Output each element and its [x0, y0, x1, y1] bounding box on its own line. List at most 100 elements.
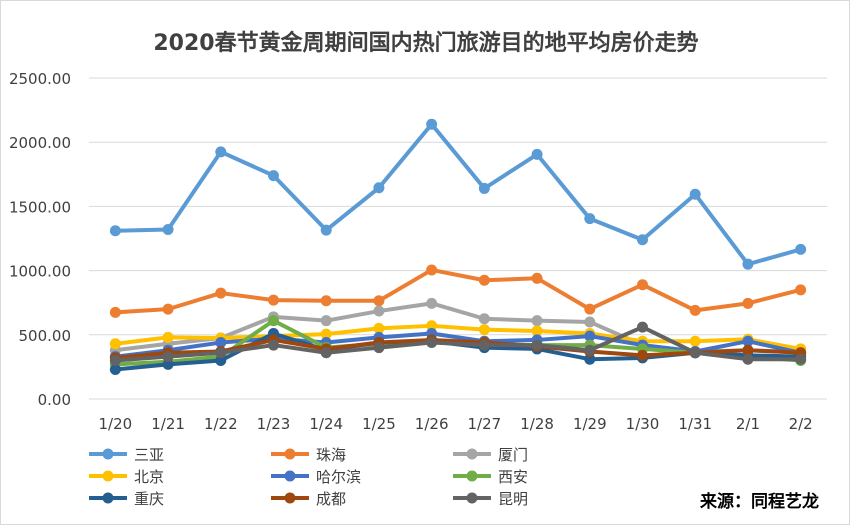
data-point — [426, 118, 438, 130]
data-point — [689, 335, 701, 347]
x-tick-label: 1/22 — [204, 415, 238, 433]
data-point — [584, 316, 596, 328]
data-point — [478, 313, 490, 325]
data-point — [109, 306, 121, 318]
legend-label: 重庆 — [134, 490, 164, 508]
data-point — [215, 146, 227, 158]
data-point — [531, 272, 543, 284]
data-point — [373, 182, 385, 194]
data-point — [637, 321, 648, 333]
data-point — [478, 324, 490, 336]
data-point — [637, 234, 648, 246]
x-tick-label: 1/30 — [626, 415, 660, 433]
series-line — [115, 267, 802, 315]
legend-marker — [466, 470, 478, 482]
legend-marker — [284, 448, 296, 460]
data-point — [109, 225, 121, 237]
series-line — [115, 325, 801, 363]
data-point — [268, 339, 279, 351]
data-point — [320, 295, 332, 307]
x-tick-label: 1/27 — [468, 415, 502, 433]
source-label: 来源：同程艺龙 — [700, 492, 819, 512]
data-point — [795, 243, 807, 255]
data-point — [162, 331, 174, 343]
data-point — [109, 338, 121, 350]
x-tick-label: 1/20 — [99, 415, 133, 433]
y-tick-label: 500.00 — [19, 327, 72, 345]
data-point — [215, 354, 227, 366]
y-tick-label: 2500.00 — [9, 70, 71, 88]
data-point — [637, 279, 648, 291]
data-point — [109, 363, 121, 375]
data-point — [162, 351, 174, 363]
x-tick-label: 1/24 — [309, 415, 343, 433]
x-tick-label: 1/31 — [678, 415, 712, 433]
data-point — [478, 339, 490, 351]
data-point — [268, 315, 279, 327]
legend-marker — [102, 448, 114, 460]
x-tick-label: 1/25 — [362, 415, 396, 433]
data-point — [689, 304, 701, 316]
legend-label: 昆明 — [498, 490, 528, 508]
data-point — [584, 330, 596, 342]
legend-label: 北京 — [134, 468, 164, 486]
legend-label: 三亚 — [134, 446, 164, 464]
legend-label: 厦门 — [498, 446, 528, 464]
data-point — [426, 320, 438, 332]
data-point — [584, 344, 596, 356]
data-point — [531, 339, 543, 351]
y-tick-label: 1000.00 — [9, 263, 71, 281]
data-point — [478, 182, 490, 194]
data-point — [795, 284, 807, 296]
legend-marker — [102, 492, 114, 504]
legend-marker — [102, 470, 114, 482]
data-point — [373, 305, 385, 317]
data-point — [426, 264, 438, 276]
legend-label: 珠海 — [316, 446, 346, 464]
data-point — [373, 342, 385, 354]
data-point — [742, 335, 754, 347]
legend-marker — [284, 470, 296, 482]
x-tick-label: 1/21 — [151, 415, 185, 433]
y-tick-label: 2000.00 — [9, 134, 71, 152]
data-point — [531, 148, 543, 160]
data-point — [742, 353, 754, 365]
data-point — [215, 347, 227, 359]
legend-label: 哈尔滨 — [316, 468, 361, 486]
data-point — [215, 287, 227, 299]
x-tick-label: 1/23 — [257, 415, 291, 433]
y-tick-label: 0.00 — [38, 391, 71, 409]
data-point — [320, 328, 332, 340]
series-line — [115, 323, 802, 351]
legend-marker — [466, 492, 478, 504]
data-point — [373, 322, 385, 334]
data-point — [584, 353, 596, 365]
data-point — [689, 188, 701, 200]
data-point — [584, 213, 596, 225]
data-point — [268, 294, 279, 306]
x-tick-label: 1/29 — [573, 415, 607, 433]
x-tick-label: 1/26 — [415, 415, 449, 433]
data-point — [742, 297, 754, 309]
data-point — [215, 337, 227, 349]
data-point — [426, 337, 438, 349]
y-tick-label: 1500.00 — [9, 198, 71, 216]
series-line — [115, 122, 802, 267]
data-point — [478, 274, 490, 286]
x-tick-label: 2/1 — [736, 415, 760, 433]
data-point — [268, 170, 279, 182]
data-point — [373, 295, 385, 307]
x-tick-label: 2/2 — [789, 415, 813, 433]
data-point — [742, 258, 754, 270]
data-point — [689, 347, 701, 359]
data-point — [320, 347, 332, 359]
data-point — [531, 325, 543, 337]
data-point — [795, 353, 807, 365]
data-point — [162, 224, 174, 236]
legend-marker — [466, 448, 478, 460]
data-point — [162, 358, 174, 370]
chart-title: 2020春节黄金周期间国内热门旅游目的地平均房价走势 — [153, 31, 699, 56]
legend-marker — [284, 492, 296, 504]
